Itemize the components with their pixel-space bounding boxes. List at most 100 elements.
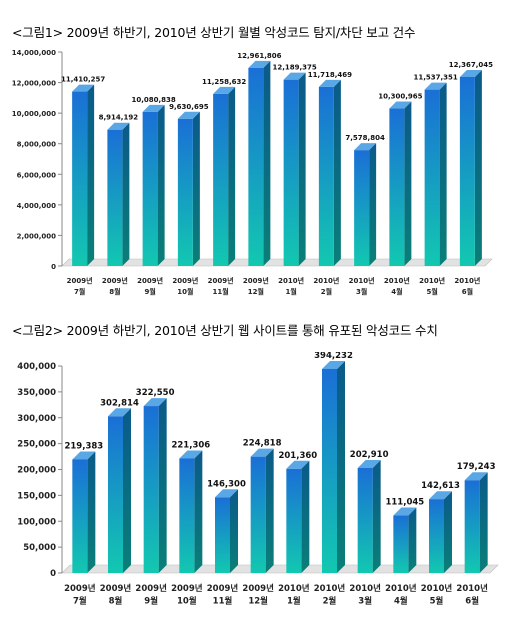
bar-side: [301, 460, 310, 573]
bar: [389, 108, 405, 266]
y-tick-label: 50,000: [23, 543, 56, 553]
bar-side: [372, 459, 381, 573]
bar-side: [158, 398, 167, 573]
bar-cap: [177, 111, 200, 119]
bar-side: [157, 104, 165, 266]
x-tick-label: 2009년: [102, 276, 128, 285]
x-tick-label: 8월: [109, 596, 123, 607]
bar-cap: [248, 60, 271, 68]
value-label: 202,910: [350, 450, 389, 460]
x-tick-label: 2월: [321, 287, 332, 296]
bar-side: [333, 79, 341, 266]
bar: [250, 456, 266, 573]
x-tick-label: 2010년: [421, 583, 453, 594]
bar: [179, 458, 195, 573]
bar-cap: [286, 460, 310, 469]
x-tick-label: 2010년: [349, 583, 381, 594]
bar: [72, 459, 88, 573]
y-tick-label: 12,000,000: [12, 80, 56, 88]
bar-side: [439, 82, 447, 267]
bar: [357, 467, 373, 573]
bar: [142, 111, 158, 266]
x-tick-label: 3월: [356, 287, 367, 296]
bar-side: [298, 72, 306, 266]
bar: [107, 129, 123, 266]
bar: [215, 497, 230, 573]
bar-side: [444, 491, 452, 573]
y-tick-label: 250,000: [17, 440, 56, 450]
x-tick-label: 2010년: [454, 276, 480, 285]
y-tick-label: 400,000: [17, 362, 56, 372]
chart-floor: [61, 564, 499, 574]
x-tick-label: 11월: [213, 287, 229, 296]
y-tick-label: 0: [51, 263, 56, 271]
x-tick-label: 12월: [248, 287, 264, 296]
bar: [283, 79, 299, 266]
value-label: 7,578,804: [345, 134, 385, 142]
chart-1-monthly-malware-reports: 0 2,000,000 4,000,000 6,000,000 8,000,000 10,…: [12, 49, 493, 296]
bar-side: [263, 60, 271, 266]
bar-cap: [108, 408, 131, 417]
x-tick-label: 4월: [394, 596, 408, 607]
value-label: 394,232: [314, 352, 353, 361]
x-tick-label: 2010년: [456, 583, 488, 594]
bar: [72, 91, 88, 266]
bar-cap: [354, 143, 377, 151]
y-tick-label: 10,000,000: [12, 110, 56, 118]
bar-cap: [429, 491, 452, 500]
x-tick-label: 2010년: [313, 276, 339, 285]
x-tick-label: 2009년: [171, 583, 203, 594]
y-tick-label: 350,000: [17, 388, 56, 398]
bar: [322, 368, 337, 573]
x-tick-label: 6월: [465, 596, 479, 607]
value-label: 9,630,695: [169, 103, 209, 111]
x-tick-label: 2009년: [208, 276, 234, 285]
bar-cap: [322, 360, 345, 369]
x-tick-label: 2009년: [100, 583, 132, 594]
y-tick-label: 2,000,000: [17, 232, 57, 240]
bar-cap: [389, 101, 412, 109]
x-tick-label: 7월: [73, 596, 87, 607]
value-label: 12,189,375: [272, 64, 316, 72]
x-tick-label: 2009년: [67, 276, 93, 285]
bar-cap: [215, 489, 238, 498]
value-label: 142,613: [421, 481, 460, 491]
bar: [354, 150, 370, 266]
x-tick-label: 5월: [426, 287, 437, 296]
x-tick-label: 2009년: [137, 276, 163, 285]
x-tick-label: 9월: [144, 287, 155, 296]
bar-side: [474, 69, 482, 267]
x-tick-label: 2009년: [172, 276, 198, 285]
bar-side: [369, 143, 377, 266]
bar-cap: [107, 122, 130, 130]
bar-side: [228, 86, 236, 266]
bar: [318, 86, 334, 266]
x-tick-label: 4월: [391, 287, 402, 296]
value-label: 11,258,632: [202, 78, 246, 86]
x-tick-label: 1월: [285, 287, 296, 296]
x-tick-label: 2009년: [242, 583, 274, 594]
bar-side: [123, 408, 131, 573]
y-tick-label: 150,000: [17, 491, 56, 501]
x-tick-label: 1월: [287, 596, 301, 607]
x-tick-label: 11월: [213, 596, 233, 607]
bar: [286, 468, 302, 573]
x-tick-label: 2009년: [135, 583, 167, 594]
value-label: 10,300,965: [378, 93, 422, 101]
value-label: 201,360: [278, 451, 317, 461]
x-tick-label: 2009년: [207, 583, 239, 594]
bar-cap: [213, 86, 236, 94]
x-tick-label: 10월: [177, 287, 193, 296]
bar-cap: [142, 104, 165, 112]
y-tick-label: 4,000,000: [17, 202, 57, 210]
bar-cap: [424, 82, 447, 90]
value-label: 111,045: [385, 498, 424, 508]
bar-side: [122, 122, 130, 267]
x-tick-label: 3월: [358, 596, 372, 607]
value-label: 219,383: [64, 441, 103, 451]
bar-cap: [318, 79, 341, 87]
y-tick-label: 0: [50, 569, 56, 579]
y-tick-label: 8,000,000: [17, 141, 57, 149]
value-label: 10,080,838: [131, 96, 175, 104]
value-label: 221,306: [171, 440, 210, 450]
